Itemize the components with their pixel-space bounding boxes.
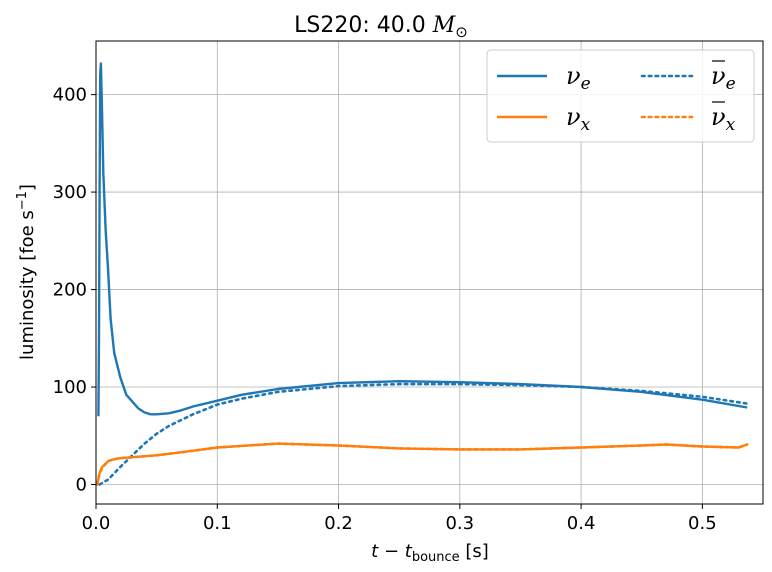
y-axis-label-superscript: −1: [15, 191, 30, 210]
x-tick-label: 0.2: [324, 513, 353, 534]
x-axis-label: t − tbounce [s]: [371, 541, 489, 565]
plot-frame: [95, 40, 764, 505]
tick-layer: 0.0 0.1 0.2 0.3 0.4 0.5 0 100 200 300 400: [53, 85, 717, 534]
y-axis-label-main: luminosity [foe s: [17, 210, 38, 360]
x-axis-label-subscript: bounce: [412, 550, 460, 565]
chart-title: LS220: 40.0 M⊙: [294, 13, 468, 41]
y-axis-label: luminosity [foe s−1]: [15, 184, 38, 360]
series-line-nu-e: [97, 62, 748, 417]
y-axis-label-end: ]: [17, 184, 38, 191]
x-tick-label: 0.1: [203, 513, 232, 534]
chart-title-main: LS220: 40.0: [294, 13, 433, 38]
legend: νe νx νe νx: [486, 49, 755, 143]
chart-title-mass-symbol: M: [432, 13, 456, 38]
legend-label-anti-nu-x: νx: [711, 103, 736, 135]
y-tick-label: 0: [76, 475, 87, 496]
y-tick-label: 300: [53, 182, 87, 203]
x-tick-label: 0.4: [567, 513, 596, 534]
y-tick-label: 100: [53, 377, 87, 398]
legend-items: νe νx νe νx: [497, 60, 736, 135]
legend-label-nu-e: νe: [566, 62, 591, 94]
y-tick-label: 200: [53, 280, 87, 301]
series-line-anti-nu-e: [98, 382, 749, 486]
legend-label-anti-nu-e: νe: [711, 62, 736, 94]
x-axis-label-unit: [s]: [460, 541, 489, 562]
x-axis-label-main: t − t: [371, 541, 413, 562]
x-tick-label: 0.5: [688, 513, 717, 534]
legend-box: [486, 49, 755, 143]
x-tick-label: 0.3: [445, 513, 474, 534]
y-tick-label: 400: [53, 85, 87, 106]
legend-label-nu-x: νx: [566, 103, 591, 135]
chart-title-mass-subscript: ⊙: [455, 23, 468, 41]
series-layer: [95, 62, 749, 486]
series-line-anti-nu-x: [95, 442, 749, 486]
x-tick-label: 0.0: [82, 513, 111, 534]
